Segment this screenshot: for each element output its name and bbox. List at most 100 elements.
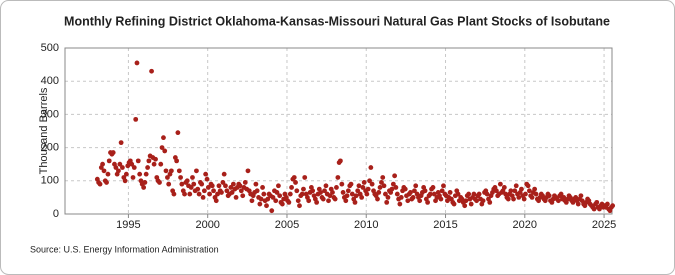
data-point: [277, 193, 283, 199]
y-tick-label: 500: [41, 42, 59, 54]
data-point: [385, 195, 391, 200]
data-point: [200, 195, 206, 200]
data-point: [427, 191, 433, 197]
data-point: [264, 203, 269, 209]
data-point: [116, 168, 121, 174]
data-point: [101, 168, 107, 174]
data-point: [355, 188, 361, 194]
data-point: [353, 193, 359, 199]
data-point: [380, 175, 386, 180]
data-point: [253, 181, 259, 187]
data-point: [213, 198, 219, 204]
data-point: [166, 181, 172, 187]
data-point: [229, 190, 235, 195]
data-point: [145, 165, 151, 170]
data-point: [113, 165, 119, 170]
data-point: [594, 199, 600, 205]
x-tick-label: 2020: [513, 219, 537, 231]
data-point: [224, 188, 230, 194]
data-point: [117, 161, 123, 167]
data-point: [422, 188, 428, 194]
data-point: [191, 181, 197, 187]
data-point: [175, 130, 181, 136]
data-point: [289, 185, 294, 190]
data-point: [188, 185, 194, 190]
data-point: [494, 188, 499, 194]
data-point: [529, 195, 535, 200]
data-point: [349, 191, 355, 197]
data-point: [610, 203, 616, 209]
data-point: [532, 186, 538, 192]
source-note: Source: U.S. Energy Information Administ…: [30, 244, 219, 254]
data-point: [533, 191, 539, 197]
y-tick-label: 400: [41, 75, 59, 87]
data-point: [141, 185, 147, 190]
data-point: [260, 185, 265, 190]
data-point: [480, 198, 486, 204]
data-point: [146, 158, 152, 164]
x-tick-label: 2000: [195, 219, 219, 231]
data-point: [398, 195, 404, 200]
data-point: [261, 191, 267, 197]
data-point: [302, 175, 308, 180]
data-point: [142, 180, 148, 185]
data-point: [215, 191, 220, 197]
data-point: [249, 198, 255, 204]
x-tick-label: 1995: [116, 219, 140, 231]
data-point: [578, 193, 584, 199]
data-point: [334, 185, 339, 190]
data-point: [230, 181, 236, 187]
x-tick-label: 2015: [433, 219, 457, 231]
data-point: [513, 183, 519, 189]
data-point: [279, 201, 285, 207]
data-point: [216, 183, 222, 189]
data-point: [196, 191, 202, 197]
data-point: [521, 196, 527, 202]
data-point: [556, 198, 561, 204]
data-point: [254, 188, 260, 194]
data-point: [344, 193, 350, 199]
y-tick-label: 300: [41, 108, 59, 120]
data-point: [526, 188, 532, 194]
data-point: [129, 161, 135, 167]
data-point: [359, 195, 365, 200]
data-point: [558, 191, 564, 197]
y-tick-label: 200: [41, 142, 59, 154]
data-point: [287, 191, 293, 197]
data-point: [511, 196, 516, 202]
data-point: [143, 171, 149, 177]
data-point: [468, 201, 474, 207]
data-point: [269, 208, 275, 214]
data-point: [375, 196, 380, 202]
data-point: [379, 180, 384, 185]
data-point: [377, 185, 383, 190]
y-tick-label: 100: [41, 175, 59, 187]
data-point: [301, 186, 306, 192]
data-point: [179, 181, 185, 187]
data-point: [133, 116, 139, 122]
data-point: [209, 183, 215, 189]
data-point: [258, 196, 264, 202]
x-tick-label: 2005: [275, 219, 299, 231]
data-point: [297, 203, 302, 209]
data-point: [389, 186, 395, 192]
data-point: [425, 199, 431, 205]
data-point: [204, 176, 210, 182]
data-point: [484, 191, 490, 197]
data-point: [381, 183, 387, 189]
y-axis-label: Thousand Barrels: [38, 87, 50, 174]
data-point: [237, 183, 243, 189]
data-point: [158, 161, 164, 167]
data-point: [104, 180, 109, 185]
data-point: [201, 188, 207, 194]
data-point: [207, 191, 212, 197]
data-point: [295, 198, 301, 204]
data-point: [265, 196, 271, 202]
data-point: [176, 168, 182, 174]
data-point: [523, 191, 528, 197]
data-point: [131, 165, 137, 170]
y-tick-label: 0: [53, 208, 59, 220]
data-point: [364, 191, 370, 197]
